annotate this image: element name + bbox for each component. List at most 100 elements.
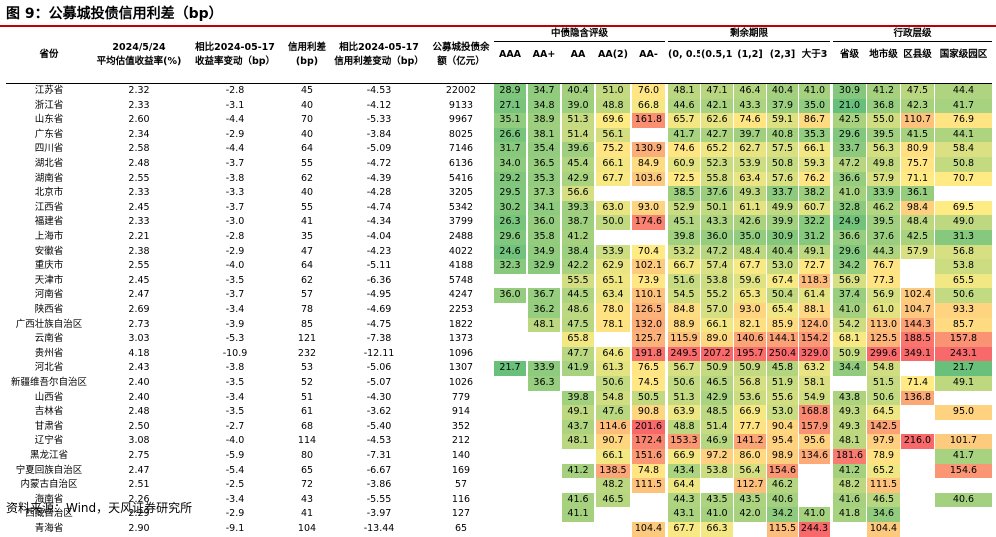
- cell-admin: 41.7: [935, 98, 992, 114]
- cell-rating: 47.5: [562, 317, 594, 333]
- cell-spread: 57: [300, 289, 314, 301]
- cell-term: 37.9: [767, 98, 798, 114]
- header-yield-change-top: 相比2024-05-17: [195, 42, 275, 53]
- cell-admin: 125.5: [867, 332, 900, 347]
- cell-yield: 2.40: [128, 391, 150, 403]
- cell-term: 55.6: [767, 390, 798, 406]
- cell-province: 黑龙江省: [29, 450, 68, 461]
- cell-province: 西藏自治区: [25, 508, 73, 520]
- header-balance-top: 公募城投债余: [432, 42, 490, 53]
- cell-yield-change: -4.0: [225, 435, 245, 447]
- cell-admin: 39.5: [867, 127, 900, 143]
- cell-rating: 39.8: [562, 390, 594, 406]
- cell-rating: 24.6: [494, 244, 526, 260]
- source-note: 资料来源：Wind，天风证券研究所: [6, 501, 193, 515]
- cell-yield-change: -2.8: [225, 231, 245, 242]
- cell-yield: 2.55: [128, 172, 150, 184]
- cell-term: 53.6: [734, 390, 766, 406]
- cell-admin: 36.6: [833, 230, 866, 245]
- cell-term: 44.3: [668, 492, 700, 508]
- cell-term: 52.3: [701, 157, 733, 172]
- cell-admin: 33.7: [833, 142, 866, 157]
- cell-spread: 45: [300, 85, 314, 96]
- cell-province: 甘肃省: [34, 420, 64, 432]
- cell-rating: 49.1: [562, 405, 594, 420]
- cell-term: 39.7: [734, 127, 766, 143]
- cell-spread: 85: [300, 318, 314, 330]
- cell-admin: 47.5: [901, 84, 934, 99]
- header-rating-aaminus: AA-: [639, 49, 658, 60]
- table-row: 河北省 2.43 -3.8 53 -5.06 1307 21.7 33.9 41.9 61.3 76…: [6, 361, 992, 376]
- cell-yield-change: -3.4: [225, 391, 245, 403]
- cell-rating: 36.3: [528, 376, 560, 391]
- cell-rating: 50.0: [596, 215, 630, 230]
- cell-admin: 69.5: [935, 200, 992, 216]
- cell-term: 50.4: [767, 288, 798, 303]
- cell-rating: [494, 332, 526, 347]
- cell-spread-change: -12.11: [363, 347, 395, 359]
- cell-rating: [494, 376, 526, 391]
- cell-admin: [901, 478, 934, 493]
- cell-rating: 38.7: [562, 215, 594, 230]
- cell-admin: 31.3: [935, 230, 992, 245]
- cell-term: 55.8: [701, 171, 733, 187]
- cell-rating: 161.8: [632, 113, 665, 128]
- cell-yield: 3.08: [128, 435, 150, 447]
- cell-term: 53.2: [668, 244, 700, 260]
- cell-spread: 55: [300, 201, 314, 213]
- cell-rating: [494, 434, 526, 449]
- cell-admin: [901, 522, 934, 537]
- cell-rating: 74.5: [632, 376, 665, 391]
- cell-term: 66.9: [734, 405, 766, 420]
- cell-admin: 299.6: [867, 346, 900, 362]
- cell-balance: 65: [454, 523, 468, 534]
- cell-province: 宁夏回族自治区: [15, 464, 83, 476]
- cell-spread-change: -7.31: [366, 450, 392, 461]
- cell-term: 62.7: [734, 142, 766, 157]
- cell-rating: 48.2: [596, 478, 630, 493]
- cell-rating: [632, 507, 665, 522]
- cell-rating: 36.5: [528, 157, 560, 172]
- cell-admin: 113.0: [867, 317, 900, 333]
- cell-term: 249.5: [668, 346, 700, 362]
- cell-rating: [528, 507, 560, 522]
- cell-rating: [528, 405, 560, 420]
- cell-rating: 34.0: [494, 157, 526, 172]
- cell-term: 41.0: [799, 507, 830, 522]
- cell-term: 115.9: [668, 332, 700, 347]
- cell-term: 55.2: [701, 288, 733, 303]
- cell-rating: [528, 391, 560, 406]
- cell-term: 153.3: [668, 434, 700, 449]
- cell-term: 44.6: [668, 98, 700, 114]
- cell-rating: 51.0: [596, 84, 630, 99]
- cell-admin: 111.5: [867, 478, 900, 493]
- cell-term: 141.2: [734, 434, 766, 449]
- cell-rating: [494, 347, 526, 362]
- cell-yield-change: -5.4: [225, 464, 245, 476]
- cell-admin: 41.7: [935, 449, 992, 464]
- table-row: 吉林省 2.48 -3.5 61 -3.62 914 49.1 47.6 90.8 63.9 48.…: [6, 405, 992, 420]
- cell-rating: [596, 507, 630, 522]
- cell-rating: [596, 186, 630, 201]
- cell-yield: 2.33: [128, 187, 150, 199]
- cell-term: 85.9: [767, 317, 798, 333]
- cell-term: 118.3: [799, 273, 830, 289]
- header-rating-aaplus: AA+: [532, 49, 556, 60]
- cell-province: 新疆维吾尔自治区: [10, 377, 87, 388]
- cell-term: 47.2: [701, 244, 733, 260]
- cell-term: 41.7: [668, 127, 700, 143]
- cell-term: 31.2: [799, 230, 830, 245]
- cell-term: 35.3: [799, 127, 830, 143]
- cell-admin: 30.9: [833, 84, 866, 99]
- cell-spread-change: -4.72: [366, 158, 392, 169]
- cell-province: 云南省: [34, 333, 64, 345]
- cell-admin: 76.9: [935, 113, 992, 128]
- cell-admin: 93.3: [935, 303, 992, 318]
- table-row: 安徽省 2.38 -2.9 47 -4.23 4022 24.6 34.9 38.4 53.9 70…: [6, 244, 992, 260]
- cell-term: 90.4: [767, 419, 798, 435]
- cell-term: 95.6: [799, 434, 830, 449]
- cell-rating: 36.7: [528, 288, 560, 303]
- table-row: 上海市 2.21 -2.8 35 -4.04 2488 29.6 35.8 41.2 39.8 36…: [6, 230, 992, 245]
- cell-spread: 121: [297, 333, 317, 345]
- cell-spread-change: -3.97: [366, 508, 392, 520]
